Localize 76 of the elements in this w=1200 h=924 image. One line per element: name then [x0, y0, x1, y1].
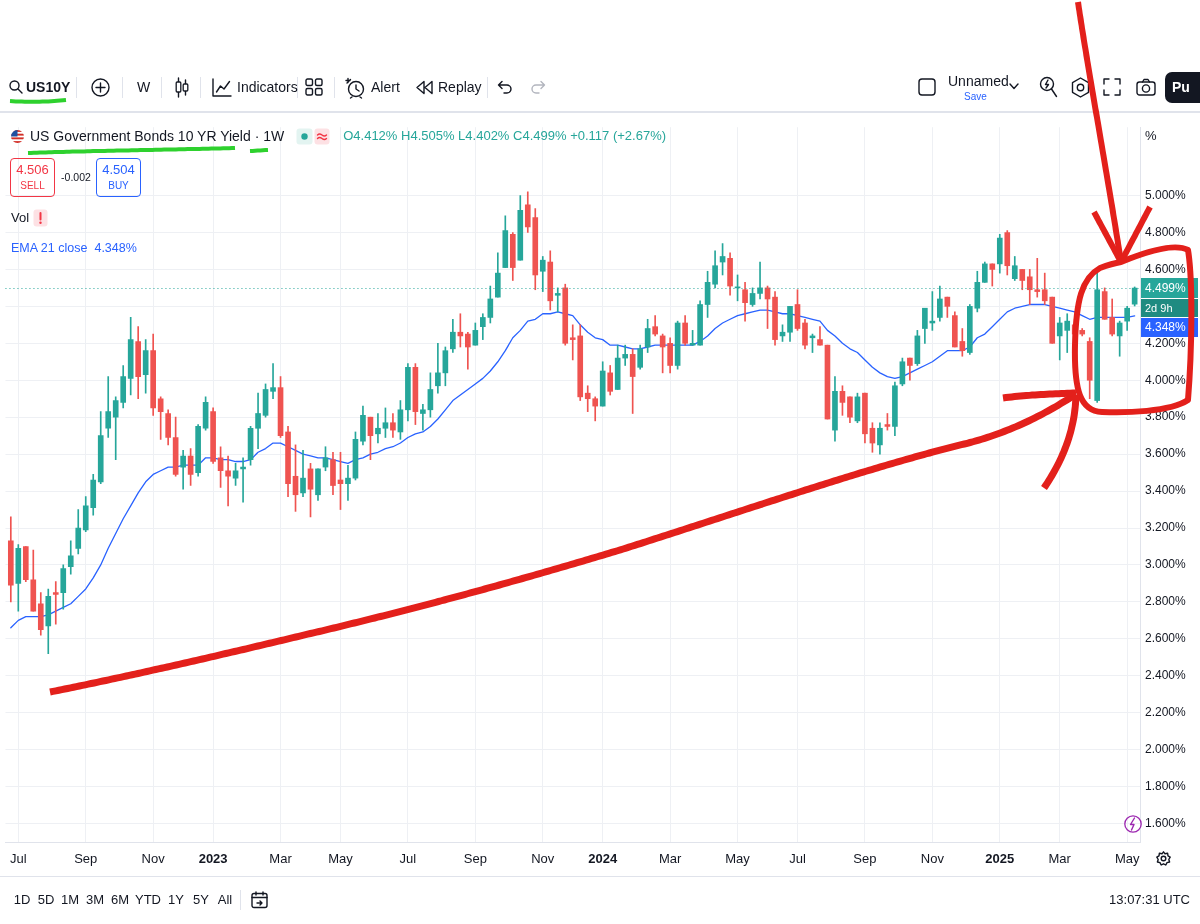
- text: YTD: [135, 891, 161, 909]
- text: Replay: [438, 78, 482, 96]
- annotation: Vol: [11, 209, 30, 227]
- candlestick: [225, 455, 231, 507]
- text: 1D: [13, 891, 31, 909]
- candlestick: [420, 403, 426, 431]
- x-tick-label: 2023: [198, 851, 228, 867]
- y-tick-label: 4.800%: [1145, 224, 1187, 239]
- candlestick: [435, 342, 441, 394]
- x-tick-label: May: [725, 851, 751, 867]
- ref-line-label: 4.499%: [1145, 280, 1187, 295]
- candlestick: [52, 581, 59, 625]
- text: 5Y: [193, 891, 209, 909]
- y-tick-label: 1.600%: [1145, 815, 1187, 830]
- x-tick-label: May: [328, 851, 354, 867]
- text: All: [217, 891, 233, 909]
- text: 2d 9h: [1145, 301, 1173, 314]
- x-tick-label: Nov: [531, 851, 555, 867]
- sell-button: 4.506 SELL: [10, 158, 55, 197]
- text: 3M: [85, 891, 105, 909]
- x-tick-label: May: [1114, 851, 1140, 867]
- x-tick-label: Sep: [853, 851, 877, 867]
- x-tick-label: Mar: [1048, 851, 1072, 867]
- text: Unnamed: [948, 72, 1009, 90]
- text: US10Y: [26, 78, 71, 96]
- annotation: 4.506: [15, 162, 50, 178]
- annotation: -0.002: [61, 170, 91, 185]
- text: 5D: [37, 891, 55, 909]
- x-tick-label: Mar: [269, 851, 293, 867]
- annotation: 4.504: [101, 162, 136, 178]
- candlestick: [375, 413, 381, 444]
- y-tick-label: 2.400%: [1145, 668, 1187, 683]
- x-tick-label: Nov: [141, 851, 166, 867]
- candlestick: [345, 464, 351, 501]
- text: 1M: [60, 891, 80, 909]
- x-tick-label: Sep: [463, 851, 487, 867]
- text: 6M: [110, 891, 130, 909]
- y-tick-label: 3.200%: [1145, 520, 1187, 535]
- annotation: 4.348%: [94, 240, 137, 257]
- y-tick-label: 2.800%: [1145, 594, 1187, 609]
- x-tick-label: Mar: [658, 851, 682, 867]
- chart-subtitle: O4.412% H4.505% L4.402% C4.499% +0.117 (+2.67%): [343, 127, 667, 145]
- text: W: [137, 78, 151, 96]
- y-tick-label: 2.000%: [1145, 741, 1187, 756]
- text: 1Y: [168, 891, 184, 909]
- text: Indicators: [237, 78, 298, 96]
- y-tick-label: 3.400%: [1145, 483, 1187, 498]
- y-tick-label: 4.000%: [1145, 372, 1187, 387]
- x-tick-label: 2024: [588, 851, 618, 867]
- y-axis-title: %: [1145, 127, 1157, 145]
- candlestick: [270, 363, 276, 400]
- y-tick-label: 2.200%: [1145, 705, 1187, 720]
- x-tick-label: Jul: [10, 851, 27, 867]
- annotation: BUY: [107, 179, 130, 193]
- candlestick: [622, 344, 629, 366]
- text: Alert: [371, 78, 400, 96]
- text: Save: [964, 90, 987, 104]
- y-tick-label: 3.000%: [1145, 557, 1187, 572]
- y-tick-label: 5.000%: [1145, 187, 1187, 202]
- y-tick-label: 2.600%: [1145, 631, 1187, 646]
- y-tick-label: 1.800%: [1145, 778, 1187, 793]
- button: Pu: [1165, 72, 1200, 103]
- text: 13:07:31 UTC: [1109, 891, 1190, 909]
- text: 4.348%: [1145, 320, 1187, 335]
- buy-button: 4.504 BUY: [96, 158, 141, 197]
- x-tick-label: Jul: [399, 851, 417, 867]
- y-tick-label: 3.600%: [1145, 446, 1187, 461]
- y-tick-label: 4.200%: [1145, 335, 1187, 350]
- x-tick-label: Nov: [920, 851, 945, 867]
- text: EMA 21 close: [11, 240, 88, 257]
- chart-title: US Government Bonds 10 YR Yield · 1W: [30, 127, 285, 145]
- annotation: SELL: [19, 179, 46, 193]
- y-tick-label: 4.600%: [1145, 261, 1187, 276]
- x-tick-label: Sep: [74, 851, 98, 867]
- x-tick-label: 2025: [985, 851, 1015, 867]
- x-tick-label: Jul: [789, 851, 806, 867]
